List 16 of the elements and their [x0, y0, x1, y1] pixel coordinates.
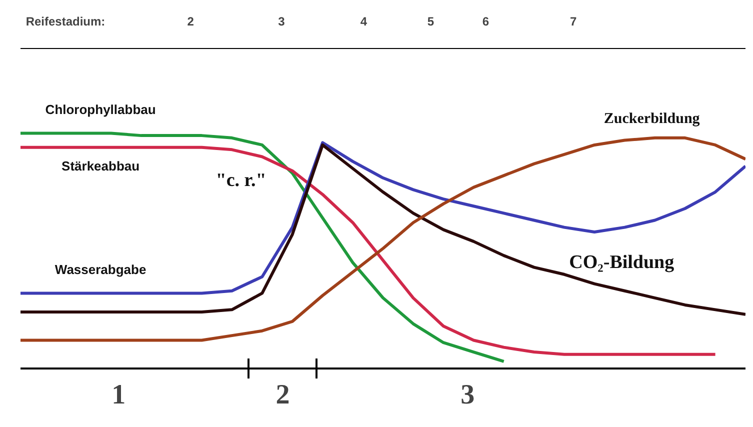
text: Reifestadium: [26, 14, 106, 28]
series-label: Zuckerbildung [604, 111, 700, 128]
text: 5 [427, 14, 434, 28]
text: 6 [482, 14, 490, 28]
text: 2 [187, 14, 194, 28]
text: 2 [276, 380, 290, 410]
text: 1 [112, 380, 126, 410]
series-label: Stärkeabbau [62, 158, 140, 174]
annotation: "c. r." [216, 170, 266, 191]
series-label: Chlorophyllabbau [45, 102, 156, 118]
series-label: Wasserabgabe [54, 262, 146, 278]
text: 7 [570, 14, 577, 28]
series-label: CO₂-Bildung [569, 252, 675, 274]
text: 3 [278, 14, 286, 28]
text: 4 [360, 14, 368, 28]
text: 3 [460, 380, 475, 410]
